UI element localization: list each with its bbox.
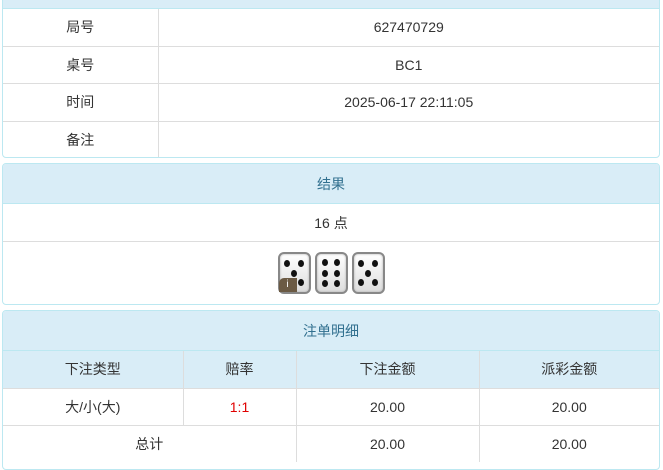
die-pip <box>334 258 341 266</box>
info-panel: 局号 627470729 桌号 BC1 时间 2025-06-17 22:11:05 … <box>2 0 660 158</box>
header-bet-type: 下注类型 <box>3 351 184 389</box>
info-row-round: 局号 627470729 <box>3 9 659 47</box>
info-panel-header <box>3 0 659 9</box>
die-pip <box>283 260 290 267</box>
label: 桌号 <box>3 45 159 84</box>
info-badge-icon[interactable]: i <box>278 278 297 292</box>
header-bet-amount: 下注金额 <box>295 351 480 389</box>
bets-title: 注单明细 <box>3 311 659 351</box>
value: 2025-06-17 22:11:05 <box>157 82 659 122</box>
die-pip <box>321 269 328 277</box>
value <box>157 120 659 157</box>
info-table: 局号 627470729 桌号 BC1 时间 2025-06-17 22:11:05 … <box>3 9 659 157</box>
label: 时间 <box>3 82 159 122</box>
die-6 <box>314 252 348 294</box>
total-label: 总计 <box>3 424 297 462</box>
die-pip <box>357 279 364 286</box>
die-pip <box>291 269 297 277</box>
info-row-note: 备注 <box>3 120 659 157</box>
die-pip <box>321 258 328 266</box>
value: BC1 <box>157 45 659 84</box>
bet-type: 大/小(大) <box>3 387 184 426</box>
header-odds: 赔率 <box>182 351 297 389</box>
dice-group: i <box>277 252 385 294</box>
die-pip <box>334 269 341 277</box>
odds: 1:1 <box>182 387 297 426</box>
value: 627470729 <box>157 9 659 47</box>
die-5 <box>351 252 385 294</box>
total-amount: 20.00 <box>295 424 480 462</box>
payout: 20.00 <box>478 387 659 426</box>
result-title: 结果 <box>3 164 659 204</box>
die-5: i <box>277 252 311 294</box>
label: 备注 <box>3 120 159 157</box>
die-pip <box>298 279 305 286</box>
bets-panel: 注单明细 下注类型 赔率 下注金额 派彩金额 大/小(大) 1:1 20.00 … <box>2 310 660 470</box>
bets-header-row: 下注类型 赔率 下注金额 派彩金额 <box>3 351 659 389</box>
total-payout: 20.00 <box>478 424 659 462</box>
die-pip <box>357 260 364 267</box>
die-pip <box>365 269 371 277</box>
die-pip <box>334 280 341 288</box>
die-pip <box>372 260 379 267</box>
die-pip <box>372 279 379 286</box>
header-payout: 派彩金额 <box>478 351 659 389</box>
die-pip <box>321 280 328 288</box>
info-row-table: 桌号 BC1 <box>3 45 659 84</box>
result-points: 16 点 <box>3 204 659 242</box>
bet-amount: 20.00 <box>295 387 480 426</box>
info-row-time: 时间 2025-06-17 22:11:05 <box>3 82 659 122</box>
bets-table: 下注类型 赔率 下注金额 派彩金额 大/小(大) 1:1 20.00 20.00… <box>3 351 659 462</box>
die-pip <box>298 260 305 267</box>
total-row: 总计 20.00 20.00 <box>3 424 659 462</box>
label: 局号 <box>3 9 159 47</box>
table-row: 大/小(大) 1:1 20.00 20.00 <box>3 387 659 426</box>
result-panel: 结果 16 点 i <box>2 163 660 305</box>
